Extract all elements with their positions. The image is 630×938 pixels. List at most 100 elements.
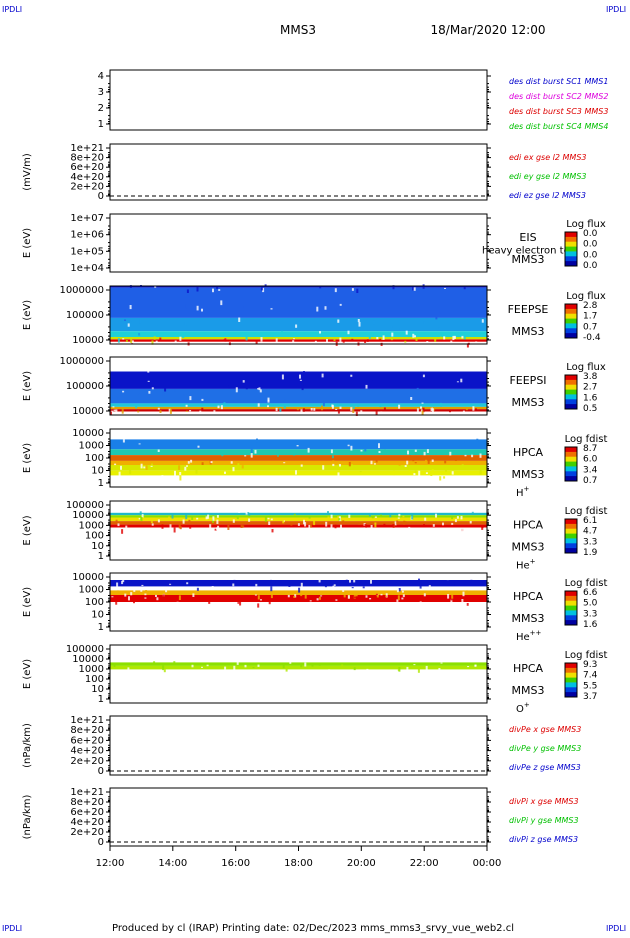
species-label: O+ [516, 701, 530, 715]
spectrogram-texture [260, 287, 263, 291]
spectrogram-texture [318, 579, 321, 583]
spectrogram-texture [259, 389, 262, 393]
spectrogram-texture [397, 669, 400, 671]
spectrogram-texture [189, 527, 192, 529]
spectrogram-texture [443, 342, 446, 348]
spectrogram-texture [365, 475, 368, 480]
colorbar-swatch [565, 548, 577, 554]
spectrogram-texture [223, 402, 226, 405]
y-tick-label: 1 [98, 119, 104, 130]
spectrogram-texture [383, 407, 386, 411]
spectrogram-texture [416, 669, 419, 672]
spectrogram-texture [327, 516, 330, 519]
spectrogram-texture [301, 385, 304, 391]
y-tick-label: 1000 [79, 664, 104, 675]
spectrogram-texture [162, 594, 165, 600]
spectrogram-texture [456, 381, 459, 383]
spectrogram-texture [322, 307, 325, 310]
spectrogram-texture [288, 585, 291, 587]
species-charge: ++ [530, 629, 542, 637]
spectrogram-texture [378, 455, 381, 458]
colorbar-tick: 8.7 [583, 444, 597, 454]
species-label: He++ [516, 629, 542, 643]
colorbar-swatch [565, 682, 577, 688]
spectrogram-texture [402, 515, 405, 518]
spectrogram-texture [442, 522, 444, 526]
spectrogram-texture [392, 285, 395, 290]
spectrogram-band [110, 388, 487, 404]
spectrogram-texture [217, 525, 220, 531]
spectrogram-texture [252, 667, 255, 669]
spectrogram-texture [185, 404, 188, 407]
spectrogram-texture [423, 451, 426, 456]
spectrogram-texture [350, 374, 353, 377]
panel-feepsi: 1000000 100000 10000 E (eV) FEEPSI MMS3 Log fl… [22, 356, 606, 418]
spectrogram-texture [133, 588, 136, 592]
spectrogram-texture [392, 524, 395, 528]
spectrogram-texture [450, 599, 453, 603]
species-charge: + [530, 558, 536, 566]
spectrogram-band [110, 521, 487, 525]
spectrogram-texture [242, 525, 245, 528]
spectrogram-texture [241, 465, 244, 469]
spectrogram-texture [205, 516, 208, 520]
colorbar-swatch [565, 384, 577, 391]
spectrogram-texture [456, 516, 459, 519]
spectrogram-texture [237, 602, 240, 604]
spectrogram-texture [462, 440, 465, 444]
spectrogram-texture [196, 587, 199, 591]
y-tick-label: 1 [98, 622, 104, 633]
spectrogram-texture [303, 371, 305, 373]
panel-frame [109, 715, 488, 776]
legend-entry: divPi y gse MMS3 [509, 816, 579, 825]
spectrogram-texture [423, 524, 425, 528]
spectrogram-texture [332, 463, 335, 467]
colorbar-swatch [565, 672, 577, 679]
spectrogram-texture [244, 455, 247, 457]
spectrogram-texture [179, 472, 182, 475]
spectrogram-texture [342, 529, 345, 531]
spectrogram-texture [413, 664, 416, 666]
spectrogram-texture [322, 401, 325, 407]
spectrogram-texture [267, 397, 270, 402]
species-label: H+ [516, 485, 530, 499]
spectrogram-texture [113, 409, 116, 412]
spectrogram-texture [366, 668, 369, 671]
spectrogram-texture [466, 590, 468, 593]
spectrogram-band [110, 331, 487, 337]
spectrogram-texture [355, 411, 358, 416]
spectrogram-texture [324, 306, 327, 310]
spectrogram-texture [186, 289, 189, 293]
spectrogram-texture [340, 524, 342, 529]
spectrogram-texture [345, 407, 347, 409]
spectrogram-texture [201, 666, 203, 668]
spectrogram-texture [451, 594, 454, 599]
spectrogram-texture [403, 520, 406, 525]
colorbar-title: Log flux [566, 291, 606, 302]
spectrogram-texture [421, 402, 424, 404]
spectrogram-texture [159, 410, 162, 413]
spectrogram-texture [295, 324, 298, 328]
spectrogram-texture [394, 521, 397, 526]
spectrogram-texture [151, 463, 153, 466]
spectrogram-texture [189, 396, 192, 401]
spectrogram-texture [135, 383, 137, 387]
spectrogram-texture [239, 601, 242, 606]
spectrogram-texture [407, 450, 409, 455]
spectrogram-texture [137, 392, 140, 395]
spectrogram-texture [201, 462, 204, 465]
spectrogram-texture [385, 593, 388, 598]
spectrogram-texture [258, 387, 261, 391]
spectrogram-texture [338, 518, 341, 521]
spectrogram-texture [362, 582, 365, 586]
spectrogram-texture [139, 318, 142, 324]
spectrogram-texture [189, 410, 192, 412]
spectrogram-texture [383, 523, 386, 527]
spectrogram-texture [245, 580, 248, 584]
colorbar-tick: 0.0 [583, 240, 598, 250]
spectrogram-texture [414, 335, 416, 338]
spectrogram-texture [314, 340, 317, 345]
spectrogram-texture [331, 405, 334, 409]
spectrogram-texture [122, 439, 125, 443]
